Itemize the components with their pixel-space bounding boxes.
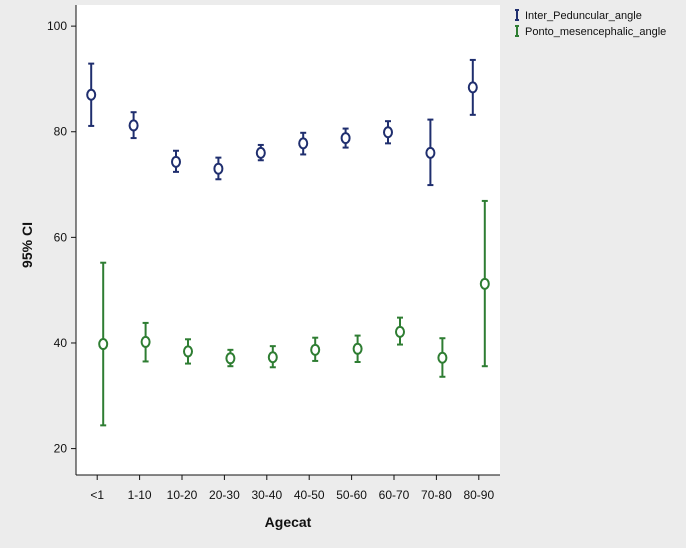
- mean-marker: [213, 162, 224, 175]
- mean-marker: [298, 137, 309, 150]
- x-tick-label: 70-80: [421, 488, 452, 502]
- mean-marker: [171, 155, 181, 168]
- x-tick-label: 20-30: [209, 488, 240, 502]
- mean-marker: [140, 335, 151, 348]
- mean-marker: [86, 88, 97, 101]
- mean-marker: [395, 325, 405, 338]
- mean-marker: [352, 342, 363, 355]
- x-tick-label: 50-60: [336, 488, 367, 502]
- mean-marker: [437, 351, 448, 364]
- y-tick-label: 20: [54, 442, 68, 456]
- legend-label-1: Inter_Peduncular_angle: [525, 10, 642, 22]
- series-layer: [86, 58, 490, 427]
- legend: Inter_Peduncular_angle Ponto_mesencephali…: [515, 9, 666, 38]
- mean-marker: [479, 277, 490, 290]
- mean-marker: [310, 343, 321, 356]
- legend-label-2: Ponto_mesencephalic_angle: [525, 26, 666, 38]
- mean-marker: [383, 126, 393, 139]
- mean-marker: [225, 352, 236, 365]
- x-tick-label: 30-40: [251, 488, 282, 502]
- x-tick-label: <1: [90, 488, 104, 502]
- x-tick-label: 80-90: [463, 488, 494, 502]
- mean-marker: [98, 338, 109, 351]
- y-tick-label: 80: [54, 125, 68, 139]
- mean-marker: [467, 81, 478, 94]
- series-Ponto_mesencephalic_angle: [98, 199, 490, 427]
- x-tick-label: 1-10: [128, 488, 152, 502]
- mean-marker: [267, 351, 278, 364]
- y-tick-label: 40: [54, 336, 68, 350]
- x-tick-label: 10-20: [167, 488, 198, 502]
- mean-marker: [183, 345, 193, 358]
- mean-marker: [128, 119, 139, 132]
- x-axis-title: Agecat: [265, 514, 312, 530]
- series-Inter_Peduncular_angle: [86, 58, 478, 187]
- x-axis-ticks: <1 1-10 10-20 20-30 30-40 40-50 50-60 60-70 70-8…: [90, 475, 494, 502]
- y-tick-label: 60: [54, 230, 68, 244]
- x-tick-label: 60-70: [379, 488, 410, 502]
- plot-area: [76, 5, 500, 475]
- y-axis-title: 95% CI: [19, 222, 35, 268]
- mean-marker: [340, 132, 351, 145]
- y-axis-ticks: 20 40 60 80 100: [47, 19, 76, 456]
- mean-marker: [255, 146, 266, 159]
- y-tick-label: 100: [47, 19, 67, 33]
- mean-marker: [425, 146, 436, 159]
- x-tick-label: 40-50: [294, 488, 325, 502]
